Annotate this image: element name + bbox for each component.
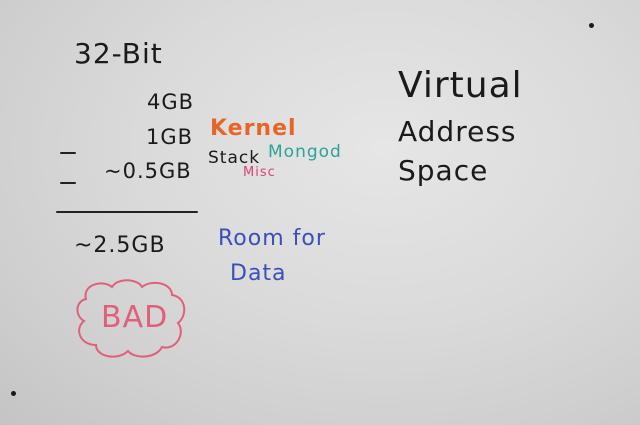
heading-32-bit: 32-Bit — [74, 37, 163, 70]
virtual-label: Virtual — [398, 65, 523, 106]
address-label: Address — [398, 115, 517, 148]
memory-1gb: 1GB — [146, 125, 194, 149]
misc-label: Misc — [243, 165, 276, 180]
marker-dot-bottom-left — [11, 391, 16, 396]
kernel-label: Kernel — [210, 116, 297, 141]
stack-label: Stack — [208, 148, 261, 168]
memory-4gb: 4GB — [147, 90, 195, 114]
room-for-label: Room for — [218, 226, 326, 251]
minus-mark-1 — [60, 152, 76, 154]
marker-dot-top-right — [589, 23, 594, 28]
bad-label: BAD — [101, 300, 169, 335]
memory-half-gb: ~0.5GB — [104, 159, 192, 183]
data-label: Data — [230, 261, 287, 286]
mongod-label: Mongod — [268, 142, 342, 162]
minus-mark-2 — [60, 182, 76, 184]
bad-cloud-outline — [76, 279, 186, 358]
memory-room-gb: ~2.5GB — [74, 233, 166, 258]
divider-line — [56, 211, 198, 213]
space-label: Space — [398, 154, 489, 187]
